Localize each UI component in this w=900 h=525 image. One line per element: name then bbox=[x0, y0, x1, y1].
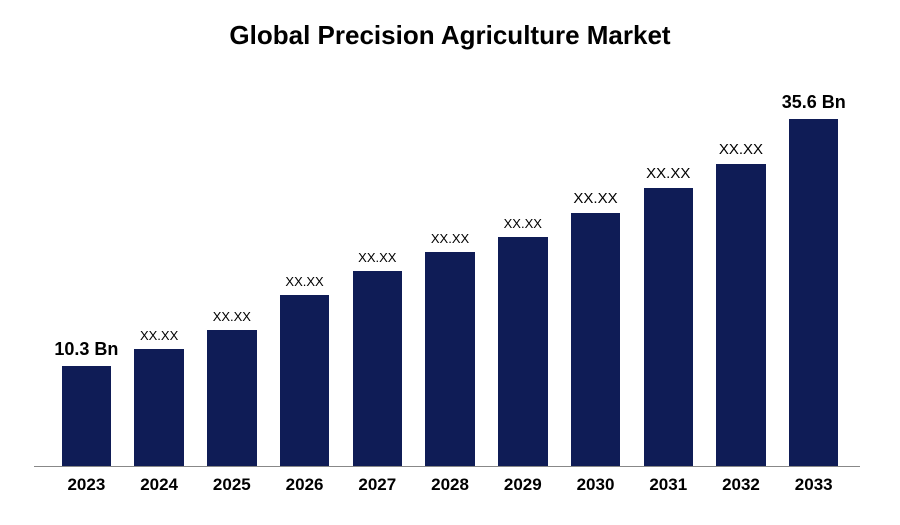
bar-value-label: XX.XX bbox=[431, 231, 469, 246]
bar-value-label: XX.XX bbox=[140, 328, 178, 343]
x-axis-tick-label: 2029 bbox=[486, 475, 559, 495]
bar-group: XX.XX bbox=[414, 76, 487, 466]
bar bbox=[716, 164, 765, 466]
bar-group: XX.XX bbox=[195, 76, 268, 466]
bar bbox=[280, 295, 329, 466]
bar bbox=[207, 330, 256, 467]
bar-value-label: XX.XX bbox=[573, 190, 617, 207]
x-axis-tick-label: 2025 bbox=[195, 475, 268, 495]
bar-value-label: XX.XX bbox=[504, 216, 542, 231]
x-axis-tick-label: 2030 bbox=[559, 475, 632, 495]
bar-value-label: 35.6 Bn bbox=[782, 92, 846, 113]
bar bbox=[498, 237, 547, 466]
x-axis-tick-label: 2032 bbox=[705, 475, 778, 495]
y-axis-origin-tick bbox=[34, 466, 40, 467]
x-axis-tick-label: 2024 bbox=[123, 475, 196, 495]
bar-group: XX.XX bbox=[705, 76, 778, 466]
bar bbox=[425, 252, 474, 467]
x-axis-tick-label: 2026 bbox=[268, 475, 341, 495]
x-axis-tick-label: 2028 bbox=[414, 475, 487, 495]
bar-group: XX.XX bbox=[632, 76, 705, 466]
bar bbox=[571, 213, 620, 467]
chart-container: Global Precision Agriculture Market 10.3… bbox=[0, 0, 900, 525]
bar bbox=[134, 349, 183, 466]
bar bbox=[644, 188, 693, 466]
bar-group: 35.6 Bn bbox=[777, 76, 850, 466]
bar-group: XX.XX bbox=[341, 76, 414, 466]
bar-value-label: XX.XX bbox=[213, 309, 251, 324]
bar-group: 10.3 Bn bbox=[50, 76, 123, 466]
bar-group: XX.XX bbox=[486, 76, 559, 466]
bar-value-label: 10.3 Bn bbox=[54, 339, 118, 360]
chart-title: Global Precision Agriculture Market bbox=[40, 20, 860, 51]
bar bbox=[62, 366, 111, 466]
x-axis-tick-label: 2023 bbox=[50, 475, 123, 495]
bar bbox=[353, 271, 402, 466]
x-axis-tick-label: 2031 bbox=[632, 475, 705, 495]
x-axis-tick-label: 2033 bbox=[777, 475, 850, 495]
bar-value-label: XX.XX bbox=[285, 274, 323, 289]
bar-group: XX.XX bbox=[268, 76, 341, 466]
bar bbox=[789, 119, 838, 466]
bar-group: XX.XX bbox=[123, 76, 196, 466]
bar-value-label: XX.XX bbox=[719, 141, 763, 158]
x-axis: 2023202420252026202720282029203020312032… bbox=[40, 467, 860, 495]
bar-value-label: XX.XX bbox=[646, 165, 690, 182]
plot-area: 10.3 Bn XX.XX XX.XX XX.XX XX.XX XX.XX XX.XX XX.… bbox=[40, 76, 860, 467]
bar-group: XX.XX bbox=[559, 76, 632, 466]
bar-value-label: XX.XX bbox=[358, 250, 396, 265]
x-axis-tick-label: 2027 bbox=[341, 475, 414, 495]
